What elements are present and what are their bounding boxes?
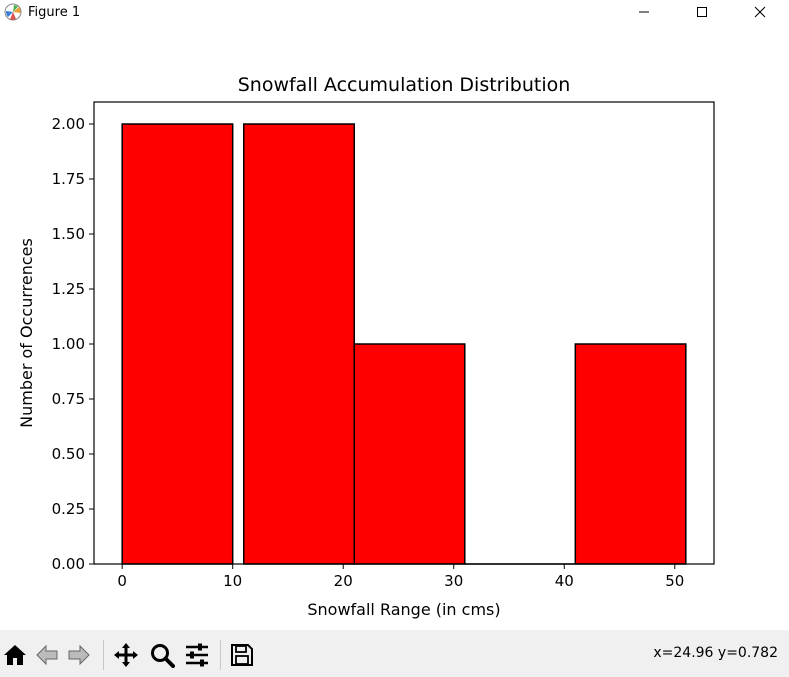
window-titlebar: Figure 1 [0, 0, 789, 24]
x-tick-label: 20 [334, 572, 353, 590]
cursor-coordinates: x=24.96 y=0.782 [653, 645, 778, 661]
y-tick-label: 2.00 [52, 115, 85, 133]
maximize-button[interactable] [673, 0, 731, 24]
window-controls [615, 0, 789, 24]
close-button[interactable] [731, 0, 789, 24]
histogram-chart: Snowfall Accumulation Distribution 0.000… [17, 74, 715, 619]
y-tick-label: 1.75 [52, 170, 85, 188]
x-tick-label: 40 [555, 572, 574, 590]
y-axis-label: Number of Occurrences [17, 238, 36, 428]
pan-icon [114, 643, 138, 667]
histogram-bar [121, 123, 234, 565]
minimize-icon [639, 11, 649, 13]
forward-icon [68, 644, 90, 666]
pan-button[interactable] [111, 640, 141, 670]
window-title: Figure 1 [28, 4, 81, 20]
histogram-bar [574, 343, 687, 565]
x-tick-label: 50 [665, 572, 684, 590]
toolbar-separator [220, 640, 221, 670]
toolbar-separator [103, 640, 104, 670]
plot-area-frame [93, 101, 715, 565]
home-icon [4, 645, 26, 665]
back-button[interactable] [32, 640, 62, 670]
x-tick-label: 10 [223, 572, 242, 590]
y-axis-ticks: 0.00 0.25 0.50 0.75 1.00 1.25 1.50 1.75 2.00 [52, 115, 94, 573]
navigation-toolbar: x=24.96 y=0.782 [0, 630, 789, 677]
x-axis-label: Snowfall Range (in cms) [307, 600, 500, 619]
save-button[interactable] [227, 640, 257, 670]
zoom-button[interactable] [147, 640, 177, 670]
zoom-icon [151, 644, 175, 668]
y-tick-label: 1.00 [52, 335, 85, 353]
x-tick-label: 0 [117, 572, 127, 590]
home-button[interactable] [0, 640, 30, 670]
configure-subplots-button[interactable] [182, 640, 212, 670]
y-tick-label: 0.00 [52, 555, 85, 573]
minimize-button[interactable] [615, 0, 673, 24]
histogram-bar [353, 343, 466, 565]
bars-group [121, 123, 687, 565]
save-icon [231, 644, 253, 666]
forward-button[interactable] [64, 640, 94, 670]
x-axis-ticks: 0 10 20 30 40 50 [117, 564, 684, 590]
matplotlib-logo-icon [4, 3, 22, 21]
chart-title: Snowfall Accumulation Distribution [238, 74, 571, 96]
maximize-icon [697, 7, 707, 17]
y-tick-label: 1.25 [52, 280, 85, 298]
y-tick-label: 0.25 [52, 500, 85, 518]
y-tick-label: 1.50 [52, 225, 85, 243]
y-tick-label: 0.75 [52, 390, 85, 408]
histogram-bar [243, 123, 356, 565]
configure-subplots-icon [186, 643, 208, 667]
figure-canvas[interactable]: Snowfall Accumulation Distribution 0.00 0… [0, 24, 789, 630]
x-tick-label: 30 [444, 572, 463, 590]
close-icon [754, 6, 766, 18]
y-tick-label: 0.50 [52, 445, 85, 463]
back-icon [36, 644, 58, 666]
